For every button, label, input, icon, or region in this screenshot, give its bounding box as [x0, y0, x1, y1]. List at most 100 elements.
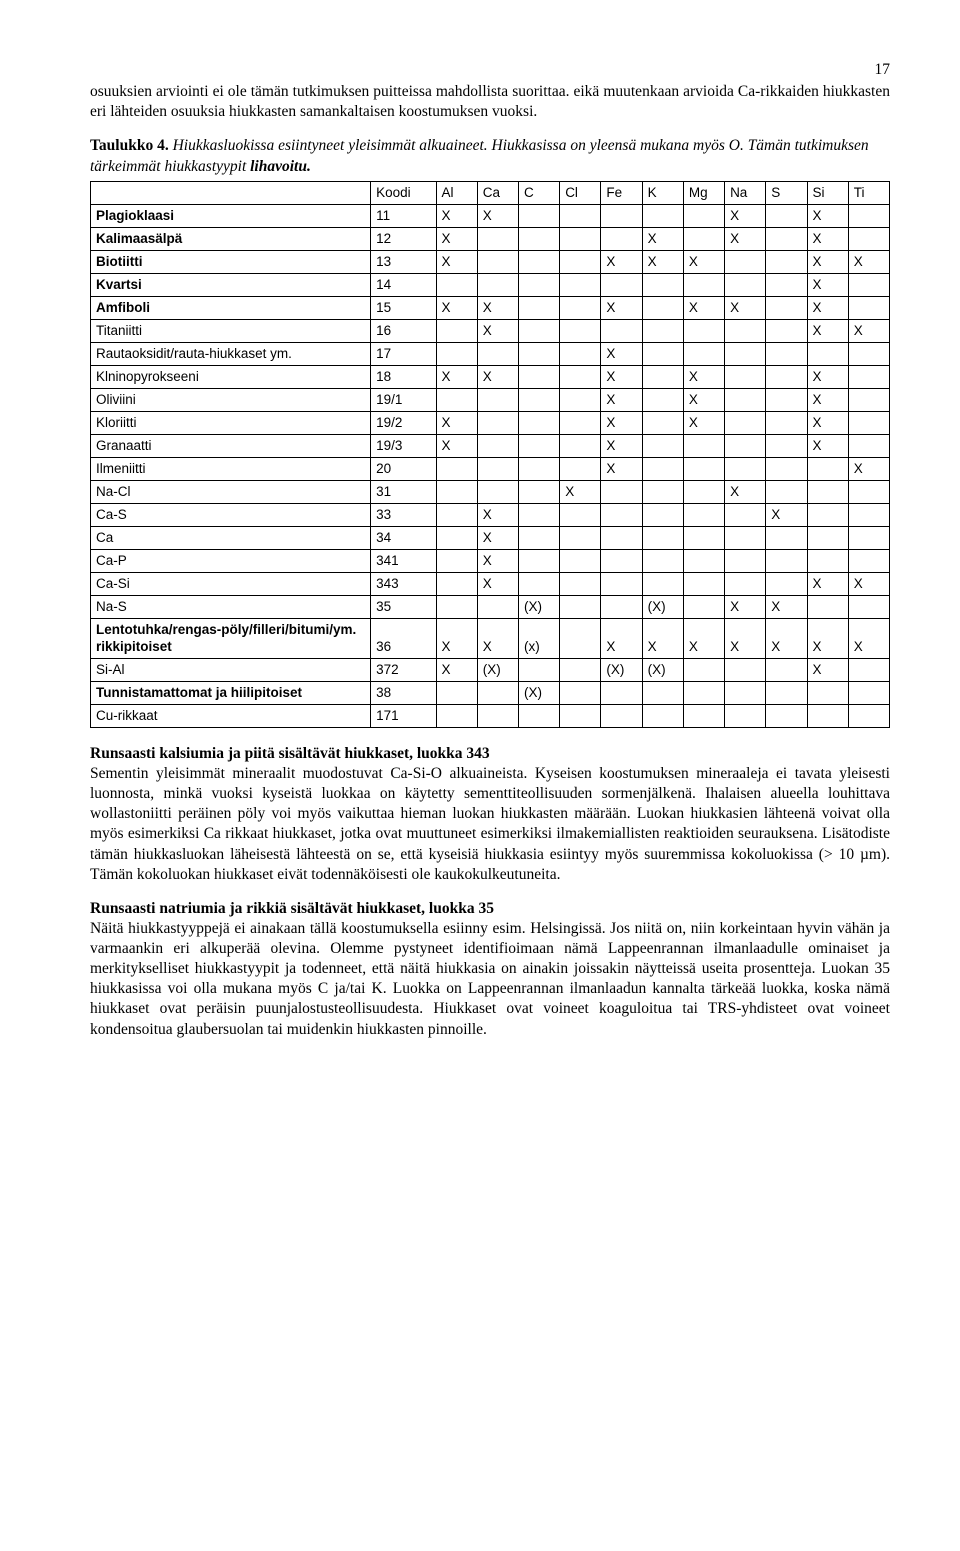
table-cell	[477, 411, 518, 434]
table-cell	[477, 480, 518, 503]
table-cell: 19/3	[371, 434, 436, 457]
table-cell: X	[436, 411, 477, 434]
table-cell	[477, 595, 518, 618]
table-cell	[477, 681, 518, 704]
table-cell: (X)	[642, 595, 683, 618]
table-cell	[766, 434, 807, 457]
table-cell: X	[642, 227, 683, 250]
table-cell	[560, 204, 601, 227]
table-cell	[436, 681, 477, 704]
table-cell: X	[725, 227, 766, 250]
table-cell	[518, 388, 559, 411]
table-cell: X	[601, 250, 642, 273]
table-cell	[848, 227, 889, 250]
table-cell: X	[683, 411, 724, 434]
table-cell	[807, 503, 848, 526]
paragraph-intro: osuuksien arviointi ei ole tämän tutkimu…	[90, 82, 890, 122]
table-cell	[518, 319, 559, 342]
table-cell	[725, 572, 766, 595]
table-cell: Lentotuhka/rengas-pöly/filleri/bitumi/ym…	[91, 618, 371, 658]
table-cell	[766, 411, 807, 434]
table-cell: X	[807, 273, 848, 296]
table-cell: X	[848, 319, 889, 342]
caption-bold-italic: lihavoitu.	[250, 158, 311, 175]
table-cell: X	[477, 296, 518, 319]
table-cell: X	[807, 658, 848, 681]
table-cell	[766, 572, 807, 595]
table-cell	[725, 388, 766, 411]
table-cell: Oliviini	[91, 388, 371, 411]
table-header-cell: Mg	[683, 181, 724, 204]
table-cell: Ca-Si	[91, 572, 371, 595]
table-cell	[477, 388, 518, 411]
table-cell: 11	[371, 204, 436, 227]
table-cell	[683, 503, 724, 526]
table-cell: Kvartsi	[91, 273, 371, 296]
table-cell: X	[725, 480, 766, 503]
table-cell	[601, 526, 642, 549]
table-row: Plagioklaasi11XXXX	[91, 204, 890, 227]
table-cell	[518, 365, 559, 388]
table-cell: Rautaoksidit/rauta-hiukkaset ym.	[91, 342, 371, 365]
table-cell: X	[725, 595, 766, 618]
table-cell	[642, 572, 683, 595]
table-cell	[518, 273, 559, 296]
table-cell	[725, 526, 766, 549]
table-cell	[725, 250, 766, 273]
table-cell: X	[477, 549, 518, 572]
table-cell: X	[848, 250, 889, 273]
table-cell	[725, 681, 766, 704]
table-cell	[601, 503, 642, 526]
table-cell: Na-S	[91, 595, 371, 618]
table-cell: Tunnistamattomat ja hiilipitoiset	[91, 681, 371, 704]
table-cell	[766, 704, 807, 727]
table-row: Ca-Si343XXX	[91, 572, 890, 595]
table-cell	[642, 457, 683, 480]
table-header-cell: C	[518, 181, 559, 204]
table-cell	[642, 681, 683, 704]
table-cell: X	[436, 227, 477, 250]
table-cell	[518, 411, 559, 434]
table-cell: Ca-S	[91, 503, 371, 526]
table-cell: Ilmeniitti	[91, 457, 371, 480]
table-cell	[725, 273, 766, 296]
table-cell: X	[436, 365, 477, 388]
table-cell: X	[601, 457, 642, 480]
table-cell	[725, 411, 766, 434]
table-cell: X	[477, 365, 518, 388]
table-header-cell: K	[642, 181, 683, 204]
table-cell	[518, 704, 559, 727]
table-cell	[766, 526, 807, 549]
table-cell	[766, 227, 807, 250]
table-cell: 12	[371, 227, 436, 250]
table-cell	[642, 342, 683, 365]
table-cell: X	[642, 250, 683, 273]
table-cell	[807, 457, 848, 480]
table-cell	[518, 434, 559, 457]
table-cell	[683, 681, 724, 704]
table-cell	[477, 250, 518, 273]
table-cell	[560, 250, 601, 273]
table-cell: X	[807, 388, 848, 411]
table-cell	[642, 388, 683, 411]
table-cell	[807, 480, 848, 503]
table-cell	[477, 342, 518, 365]
table-cell	[683, 572, 724, 595]
table-row: Kloriitti19/2XXXX	[91, 411, 890, 434]
table-cell	[848, 480, 889, 503]
table-cell: Titaniitti	[91, 319, 371, 342]
table-cell	[683, 526, 724, 549]
table-row: Na-S35(X)(X)XX	[91, 595, 890, 618]
table-header-cell: Cl	[560, 181, 601, 204]
table-cell: X	[807, 250, 848, 273]
table-cell	[436, 526, 477, 549]
table-header-cell: Si	[807, 181, 848, 204]
table-header-cell: Koodi	[371, 181, 436, 204]
table-cell	[807, 704, 848, 727]
table-cell	[601, 681, 642, 704]
table-cell: X	[601, 618, 642, 658]
table-cell: X	[477, 618, 518, 658]
table-cell	[766, 480, 807, 503]
table-cell	[436, 503, 477, 526]
table-cell	[683, 434, 724, 457]
